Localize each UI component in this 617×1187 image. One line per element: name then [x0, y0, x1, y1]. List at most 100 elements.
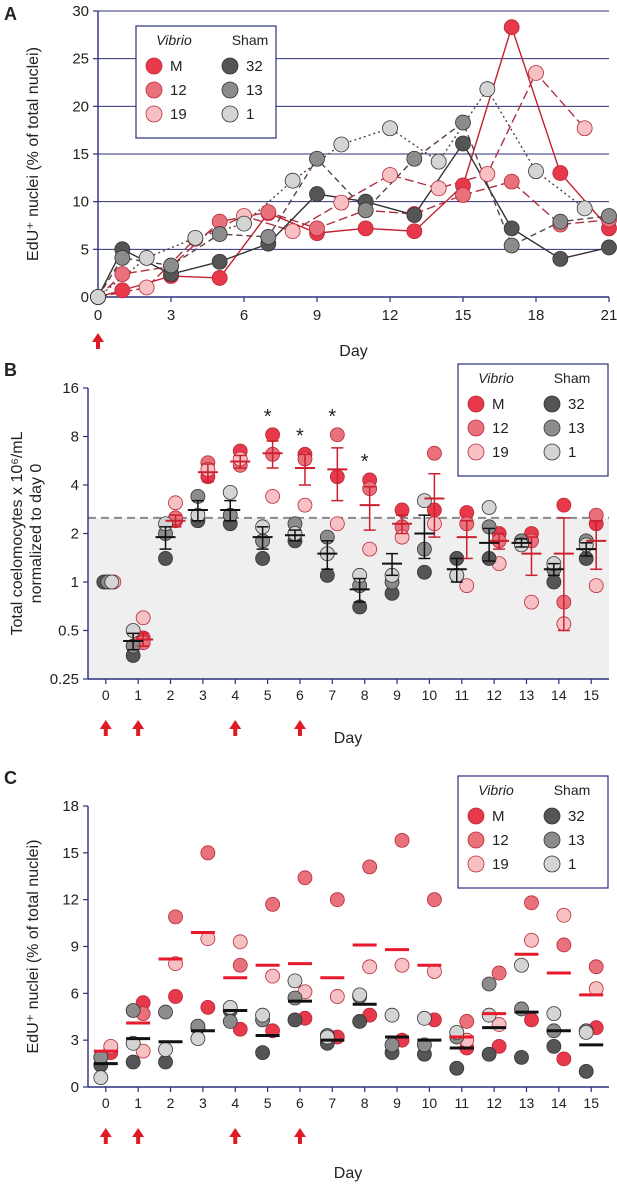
- data-point: [524, 932, 539, 948]
- x-tick-label: 6: [296, 687, 304, 703]
- data-point: [260, 229, 277, 245]
- data-point: [284, 172, 301, 189]
- data-point: [459, 578, 475, 593]
- panel-letter: B: [4, 360, 17, 380]
- data-point: [265, 968, 280, 984]
- legend-marker: [145, 81, 163, 99]
- x-tick-label: 11: [454, 1095, 469, 1111]
- significance-asterisk: *: [264, 406, 272, 428]
- data-point: [329, 892, 345, 908]
- y-tick-label: 10: [72, 194, 89, 211]
- data-point: [362, 541, 378, 557]
- data-point: [556, 907, 572, 923]
- legend-entry-label: 32: [568, 808, 585, 825]
- x-tick-label: 0: [102, 1095, 110, 1111]
- data-point: [430, 180, 447, 197]
- data-point: [357, 220, 374, 237]
- injection-arrow: [92, 333, 104, 349]
- x-tick-label: 6: [240, 307, 248, 324]
- data-point: [114, 266, 131, 283]
- legend-marker: [543, 807, 561, 825]
- legend-entry-label: 13: [568, 420, 585, 437]
- x-tick-label: 9: [313, 307, 321, 324]
- data-point: [503, 173, 520, 190]
- injection-arrow: [132, 720, 145, 736]
- injection-arrow: [229, 1128, 242, 1144]
- data-point: [528, 65, 544, 81]
- data-point: [455, 135, 471, 152]
- y-axis-label: EdU⁺ nuclei (% of total nuclei): [25, 47, 42, 261]
- legend-entry-label: 12: [492, 832, 509, 849]
- data-point: [503, 220, 520, 237]
- data-point: [297, 870, 313, 886]
- data-point: [449, 1060, 465, 1076]
- data-point: [491, 965, 507, 981]
- y-tick-label: 6: [71, 985, 79, 1002]
- data-point: [352, 1014, 368, 1029]
- data-point: [255, 1007, 270, 1023]
- x-tick-label: 1: [134, 687, 142, 703]
- legend-entry-label: 1: [246, 106, 254, 123]
- y-tick-label: 30: [72, 3, 89, 20]
- data-point: [90, 289, 106, 305]
- data-point: [329, 516, 345, 532]
- legend-entry-label: 12: [170, 82, 187, 99]
- data-point: [211, 253, 228, 270]
- data-point: [491, 1039, 507, 1054]
- legend-marker: [543, 831, 561, 849]
- data-point: [265, 427, 280, 443]
- legend-marker: [467, 395, 485, 413]
- data-point: [309, 150, 325, 167]
- data-point: [576, 120, 593, 137]
- legend-entry-label: M: [170, 58, 183, 75]
- y-tick-label: 9: [71, 939, 79, 956]
- x-tick-label: 3: [167, 307, 175, 324]
- data-point: [211, 226, 228, 242]
- x-tick-label: 8: [361, 1095, 369, 1111]
- x-axis-label: Day: [339, 343, 367, 360]
- data-point: [394, 832, 410, 848]
- data-point: [588, 959, 604, 975]
- data-point: [394, 957, 410, 973]
- x-tick-label: 9: [393, 687, 401, 703]
- data-point: [190, 1031, 206, 1047]
- data-point: [135, 610, 151, 626]
- x-tick-label: 13: [519, 1095, 535, 1111]
- legend-marker: [543, 419, 561, 437]
- data-point: [255, 551, 270, 566]
- data-point: [578, 1024, 594, 1040]
- data-point: [427, 445, 442, 461]
- data-point: [329, 989, 345, 1004]
- data-point: [503, 19, 520, 36]
- data-point: [503, 237, 520, 254]
- legend-group-title: Sham: [232, 32, 269, 48]
- data-point: [406, 207, 423, 223]
- data-point: [352, 987, 368, 1003]
- data-point: [333, 136, 350, 153]
- x-tick-label: 14: [551, 687, 567, 703]
- data-point: [232, 957, 248, 973]
- data-point: [357, 202, 374, 219]
- data-point: [528, 163, 544, 180]
- y-tick-label: 0: [81, 289, 89, 306]
- data-point: [168, 989, 183, 1004]
- data-point: [481, 1046, 497, 1062]
- y-tick-label: 2: [71, 526, 79, 543]
- data-point: [158, 551, 173, 566]
- x-tick-label: 10: [422, 687, 438, 703]
- data-point: [138, 279, 155, 296]
- legend-entry-label: M: [492, 396, 505, 413]
- data-point: [417, 564, 432, 580]
- legend-marker: [145, 105, 163, 123]
- injection-arrow: [293, 720, 306, 736]
- legend-marker: [467, 831, 485, 849]
- data-point: [514, 1001, 529, 1017]
- y-tick-label: 3: [71, 1032, 79, 1049]
- data-point: [329, 427, 345, 443]
- legend-box: [457, 775, 609, 889]
- data-point: [524, 1012, 539, 1028]
- x-tick-label: 21: [601, 307, 617, 324]
- x-tick-label: 10: [422, 1095, 438, 1111]
- data-point: [158, 1004, 173, 1020]
- significance-asterisk: *: [296, 425, 304, 447]
